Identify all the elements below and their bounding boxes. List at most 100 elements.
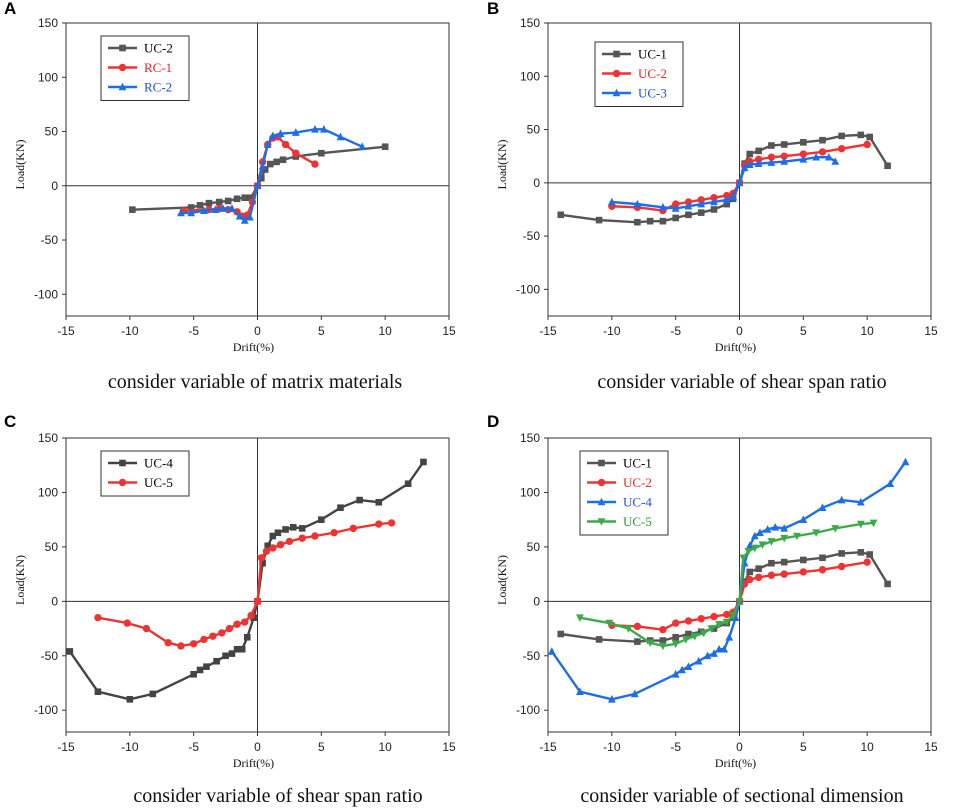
data-point — [767, 538, 776, 546]
series-line — [97, 521, 392, 648]
data-point — [901, 457, 910, 466]
data-point — [576, 614, 584, 622]
legend-label: RC-1 — [144, 60, 172, 75]
panel-d: -15 -10 -5 0 5 10 15-100-50050100150Drift(%)Lo… — [487, 412, 938, 807]
data-point — [703, 651, 712, 660]
data-point — [269, 544, 277, 552]
data-point — [780, 152, 788, 160]
legend-label: UC-4 — [144, 456, 173, 471]
data-point — [233, 195, 241, 203]
y-tick-label: -100 — [34, 703, 58, 717]
data-point — [886, 479, 895, 488]
data-point — [800, 139, 807, 146]
x-tick-label: 5 — [800, 324, 807, 338]
data-point — [681, 636, 690, 644]
x-tick-label: -5 — [188, 740, 199, 754]
legend-label: UC-2 — [623, 475, 652, 490]
x-axis-title: Drift(%) — [715, 756, 756, 770]
x-tick-label: 10 — [378, 324, 392, 338]
data-point — [756, 528, 764, 537]
data-point — [780, 157, 789, 165]
data-point — [838, 132, 845, 140]
legend-label: UC-2 — [144, 41, 173, 56]
data-point — [375, 520, 383, 528]
data-point — [735, 178, 744, 187]
data-point — [767, 153, 776, 161]
y-tick-label: 0 — [51, 179, 58, 193]
legend-marker — [118, 82, 127, 91]
data-point — [659, 217, 667, 225]
data-point — [780, 558, 788, 566]
data-point — [292, 149, 300, 157]
data-point — [404, 480, 412, 488]
series-uc-5 — [576, 519, 878, 651]
data-point — [129, 206, 136, 213]
data-point — [576, 687, 584, 696]
data-point — [646, 217, 654, 225]
legend: UC-4 UC-5 — [100, 450, 190, 497]
x-tick-label: -15 — [539, 740, 557, 754]
legend-label: UC-4 — [623, 495, 652, 510]
panel-caption: consider variable of shear span ratio — [597, 371, 886, 393]
y-tick-label: 0 — [533, 594, 540, 608]
x-tick-label: -10 — [603, 324, 621, 338]
data-point — [164, 639, 172, 647]
data-point — [754, 159, 763, 167]
x-tick-label: 15 — [924, 740, 938, 754]
data-point — [672, 633, 679, 641]
data-point — [222, 652, 229, 660]
data-point — [228, 204, 236, 212]
data-point — [884, 162, 891, 170]
data-point — [268, 131, 277, 140]
data-point — [818, 503, 827, 511]
data-point — [196, 202, 204, 209]
x-tick-label: -10 — [603, 740, 621, 754]
data-point — [266, 160, 274, 168]
data-point — [659, 625, 667, 634]
data-point — [633, 199, 642, 208]
data-point — [624, 625, 633, 633]
data-point — [684, 201, 693, 210]
data-point — [684, 662, 693, 670]
data-point — [187, 208, 196, 217]
panel-c: -15 -10 -5 0 5 10 15-100-50050100150Drift(%)Lo… — [4, 412, 456, 807]
data-point — [799, 155, 808, 163]
data-point — [780, 570, 788, 578]
legend-marker — [118, 63, 127, 72]
y-tick-label: 100 — [520, 485, 540, 499]
data-point — [720, 644, 729, 653]
data-point — [269, 532, 277, 540]
data-point — [605, 619, 614, 628]
data-point — [659, 642, 667, 651]
data-point — [247, 194, 255, 202]
data-point — [755, 565, 762, 572]
data-point — [235, 211, 244, 220]
data-point — [607, 695, 616, 703]
legend-label: UC-5 — [144, 475, 173, 490]
data-point — [177, 642, 185, 650]
data-point — [715, 620, 723, 629]
y-tick-label: 50 — [45, 125, 59, 139]
x-tick-label: 5 — [800, 740, 807, 754]
data-point — [739, 554, 748, 563]
data-point — [298, 534, 306, 542]
data-point — [780, 141, 788, 148]
data-point — [671, 669, 680, 678]
y-tick-label: 150 — [38, 16, 58, 30]
data-point — [746, 150, 754, 158]
y-tick-label: -100 — [34, 287, 58, 301]
data-point — [857, 549, 865, 556]
data-point — [245, 212, 254, 221]
data-point — [218, 629, 226, 637]
data-point — [196, 666, 204, 674]
data-point — [767, 571, 776, 579]
x-tick-label: 15 — [442, 740, 456, 754]
data-point — [285, 537, 294, 546]
data-point — [228, 650, 236, 657]
data-point — [866, 551, 874, 558]
data-point — [289, 523, 297, 531]
data-point — [824, 152, 833, 161]
x-tick-label: 5 — [318, 324, 325, 338]
data-point — [800, 556, 807, 564]
data-point — [634, 218, 641, 226]
